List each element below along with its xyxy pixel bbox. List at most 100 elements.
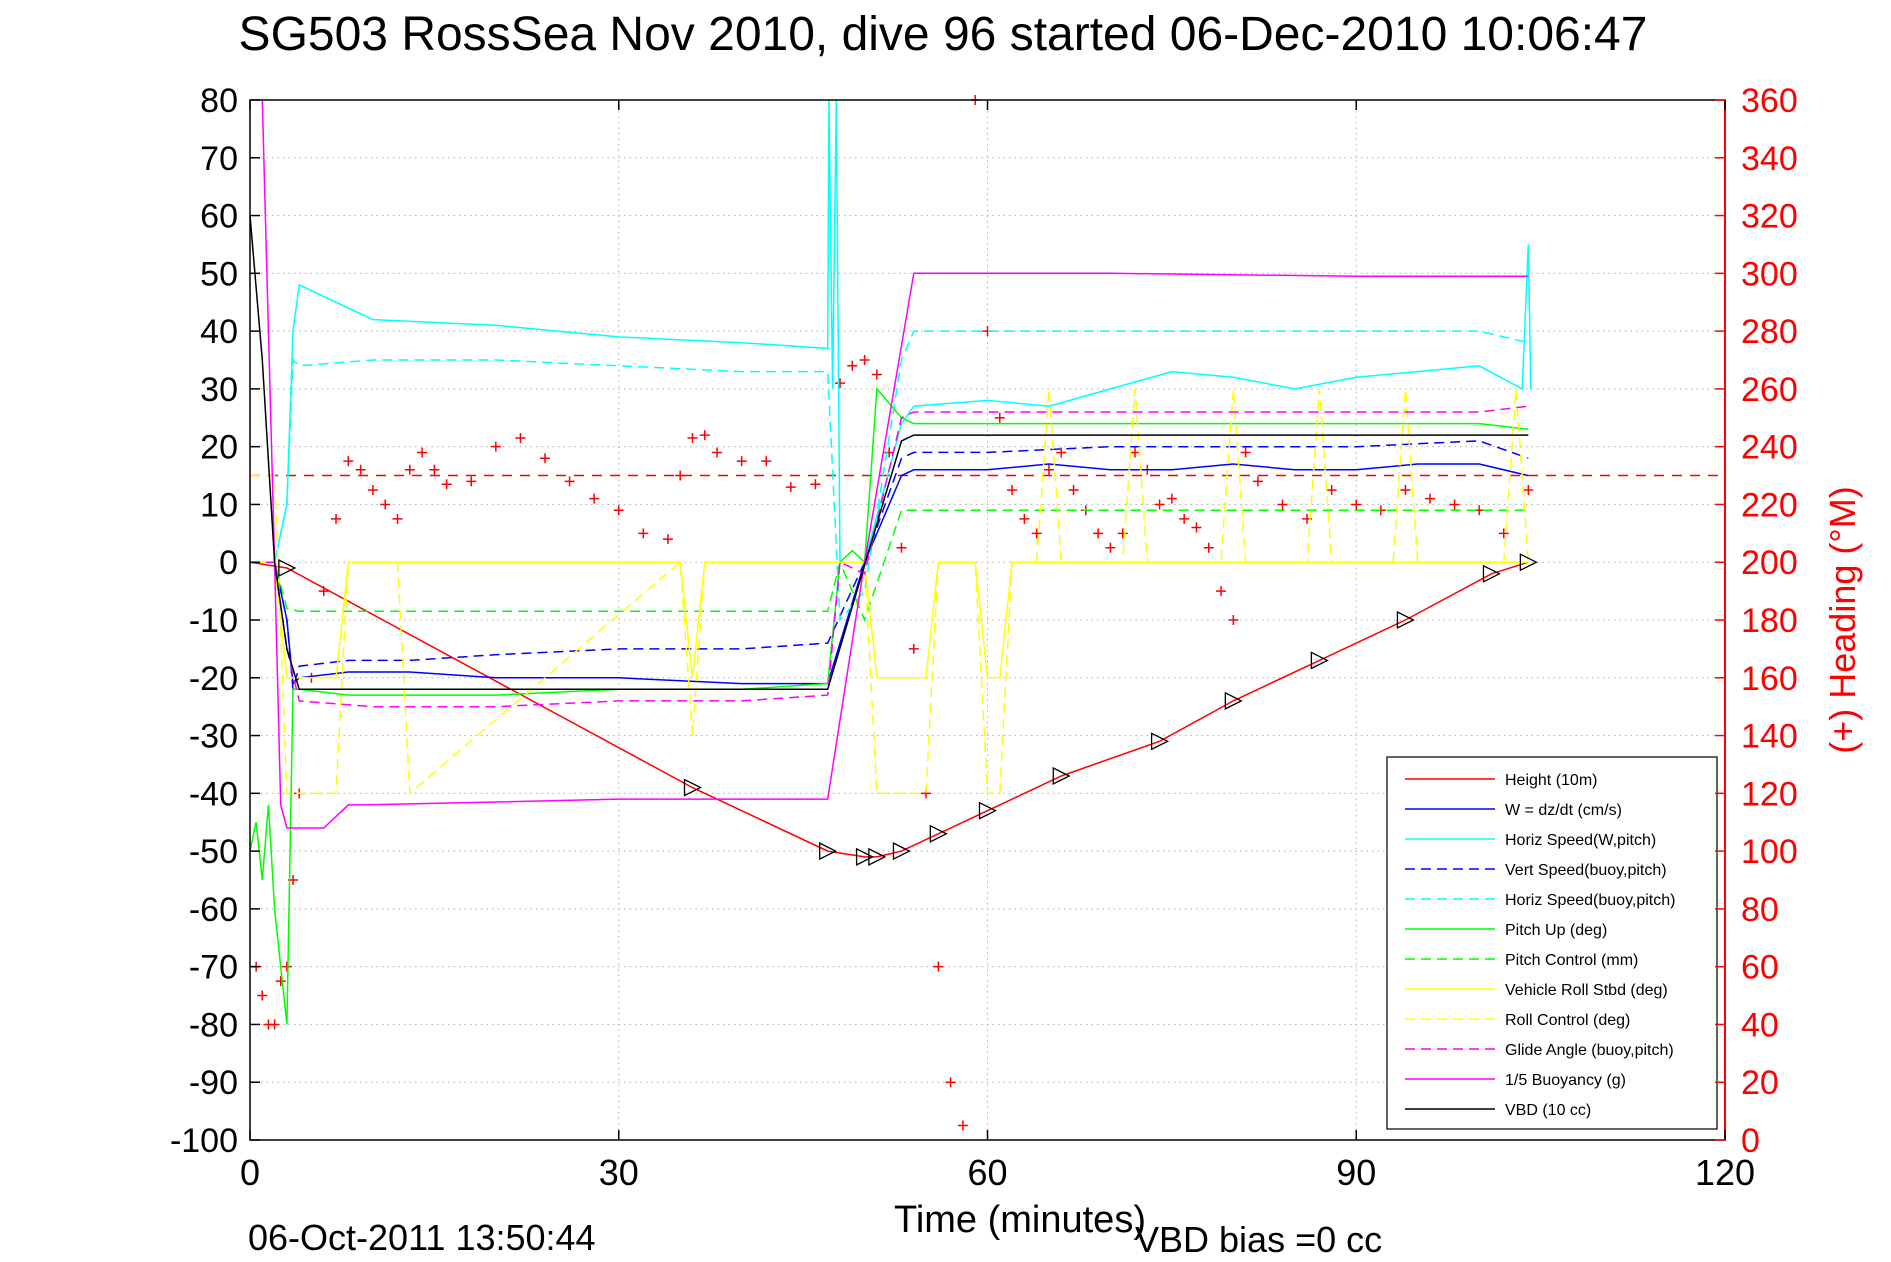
y2-tick-label: 300 — [1741, 255, 1798, 293]
y2-tick-label: 200 — [1741, 544, 1798, 582]
heading-point — [1203, 542, 1214, 553]
y-tick-label: -80 — [189, 1006, 238, 1044]
y-tick-label: 30 — [200, 371, 238, 409]
series-line — [250, 561, 1529, 679]
y2-tick-label: 260 — [1741, 371, 1798, 409]
series-line — [249, 387, 1529, 1025]
y-tick-label: 0 — [219, 544, 238, 582]
heading-point — [1400, 485, 1411, 495]
heading-point — [896, 542, 907, 553]
height-triangle — [892, 842, 911, 861]
height-triangle — [278, 558, 297, 578]
y-tick-label: -70 — [189, 949, 238, 987]
legend-label: Vert Speed(buoy,pitch) — [1505, 862, 1667, 879]
series-line — [250, 405, 1529, 708]
y2-tick-label: 360 — [1741, 82, 1798, 120]
heading-point — [1031, 528, 1042, 539]
y-tick-label: -90 — [189, 1064, 238, 1102]
y2-tick-label: 220 — [1741, 486, 1798, 524]
series-line — [261, 99, 1529, 829]
heading-point — [564, 476, 575, 487]
y2-tick-label: 180 — [1741, 602, 1798, 640]
footer-vbd-bias: VBD bias =0 cc — [1135, 1219, 1382, 1260]
series-line — [250, 330, 1529, 622]
y2-tick-label: 100 — [1741, 833, 1798, 871]
heading-point — [466, 476, 477, 487]
heading-point — [404, 464, 415, 475]
heading-point — [1068, 485, 1079, 495]
legend-label: 1/5 Buoyancy (g) — [1505, 1072, 1626, 1089]
height-triangle — [855, 847, 875, 866]
heading-point — [417, 447, 428, 458]
legend-label: Vehicle Roll Stbd (deg) — [1505, 982, 1668, 999]
heading-point — [1425, 493, 1435, 504]
heading-point — [1191, 522, 1202, 533]
height-triangle — [1150, 732, 1170, 751]
heading-point — [1326, 485, 1337, 495]
y-tick-label: -30 — [189, 718, 238, 756]
heading-point — [429, 464, 440, 475]
heading-point — [994, 412, 1005, 423]
heading-point — [257, 990, 268, 1001]
y2-tick-label: 320 — [1741, 198, 1798, 236]
heading-point — [847, 360, 858, 371]
y2-tick-label: 140 — [1741, 718, 1798, 756]
heading-point — [699, 430, 710, 441]
height-markers — [278, 553, 1538, 866]
x-tick-label: 90 — [1336, 1152, 1376, 1193]
heading-point — [687, 433, 698, 443]
heading-point — [1216, 586, 1227, 597]
y-axis-right: 3603403203002802602402202001801601401201… — [1715, 82, 1798, 1160]
heading-point — [281, 961, 292, 972]
heading-point — [712, 447, 723, 458]
heading-point — [1179, 513, 1190, 524]
heading-point — [1007, 485, 1018, 495]
chart-title: SG503 RossSea Nov 2010, dive 96 started … — [239, 8, 1648, 61]
heading-point — [275, 976, 286, 987]
heading-point — [1498, 528, 1509, 539]
heading-point — [1240, 447, 1251, 458]
heading-point — [675, 470, 686, 481]
x-tick-label: 120 — [1695, 1152, 1755, 1193]
y-tick-label: -50 — [189, 833, 238, 871]
legend-label: VBD (10 cc) — [1505, 1102, 1591, 1119]
heading-point — [1130, 447, 1140, 458]
x-tick-label: 60 — [967, 1152, 1007, 1193]
y-tick-label: 40 — [200, 313, 238, 351]
y2-axis-label: (+) Heading (°M) — [1822, 486, 1863, 753]
heading-point — [367, 485, 378, 495]
y-tick-label: 20 — [200, 429, 238, 467]
heading-point — [269, 1019, 280, 1030]
legend-box — [1386, 756, 1718, 1130]
legend-label: Pitch Up (deg) — [1505, 922, 1607, 939]
heading-point — [908, 643, 919, 654]
heading-point — [859, 355, 870, 365]
series-line — [249, 561, 1529, 858]
heading-markers — [250, 95, 1725, 1131]
heading-point — [380, 499, 391, 510]
y2-tick-label: 120 — [1741, 775, 1798, 813]
heading-point — [1523, 485, 1534, 495]
footer-timestamp: 06-Oct-2011 13:50:44 — [248, 1217, 596, 1258]
heading-point — [1043, 464, 1054, 475]
y-axis-left: 80 70 60 50 40 30 20 10 0 -10 -20 -30 -40 -50 -60 -70 -8… — [170, 82, 260, 1160]
height-triangle — [1519, 553, 1538, 572]
heading-point — [1019, 513, 1030, 524]
series-line — [250, 509, 1529, 623]
series-line — [249, 215, 1529, 691]
height-triangle — [683, 778, 702, 797]
legend-entries: Height (10m) W = dz/dt (cm/s) Horiz Speed(… — [1405, 772, 1675, 1119]
heading-point — [1093, 528, 1104, 539]
heading-point — [515, 433, 526, 443]
y-tick-label: 80 — [200, 82, 238, 120]
heading-point — [945, 1077, 956, 1088]
height-triangle — [1052, 766, 1071, 786]
height-triangle — [1224, 691, 1243, 710]
y2-tick-label: 340 — [1741, 140, 1798, 178]
heading-point — [957, 1120, 968, 1131]
heading-point — [1351, 499, 1362, 510]
y-tick-label: -20 — [189, 660, 238, 698]
height-triangle — [929, 824, 948, 843]
heading-point — [1449, 499, 1460, 510]
heading-point — [1105, 542, 1116, 553]
